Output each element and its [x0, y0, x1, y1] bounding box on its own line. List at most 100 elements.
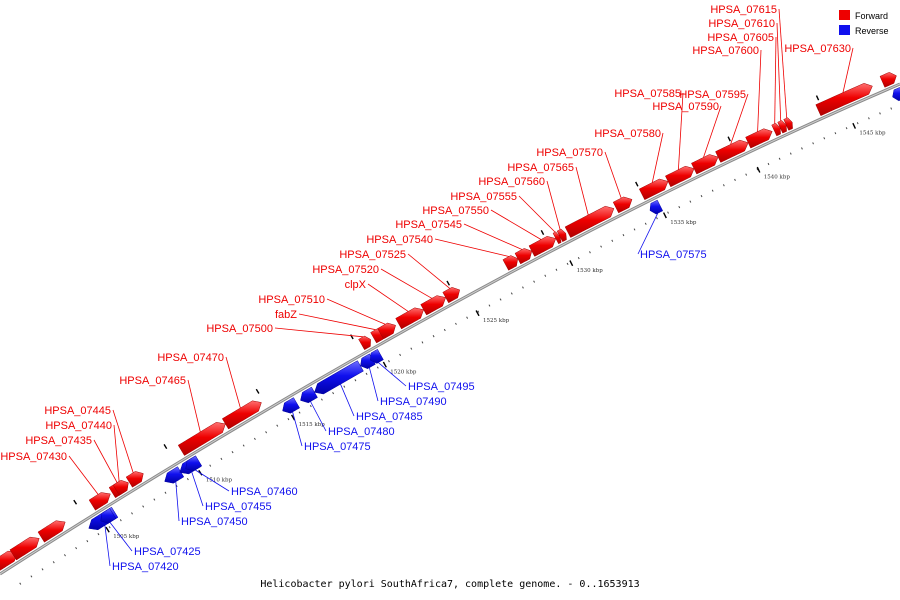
- gene-hpsa_07445[interactable]: [125, 471, 144, 488]
- gene-label-hpsa_07585: HPSA_07585: [614, 88, 681, 100]
- gene-hpsa_07465[interactable]: [177, 422, 226, 456]
- minor-tick: [823, 137, 826, 140]
- leader-hpsa_07600: [757, 49, 762, 132]
- minor-tick: [309, 404, 312, 408]
- gene-label-hpsa_07500: HPSA_07500: [206, 323, 273, 335]
- gene-hpsa_07510[interactable]: [377, 322, 396, 340]
- gene-hpsa_07500[interactable]: [358, 335, 371, 351]
- gene-hpsa_07555[interactable]: [552, 231, 562, 245]
- gene-hpsa_07545[interactable]: [514, 248, 533, 265]
- leader-hpsa_07470: [225, 356, 241, 409]
- minor-tick: [399, 353, 402, 357]
- gene-clpx[interactable]: [395, 307, 424, 330]
- gene-hpsa_07540[interactable]: [502, 255, 519, 271]
- gene-label-hpsa_07495: HPSA_07495: [408, 381, 475, 393]
- minor-tick: [231, 451, 234, 454]
- gene-hpsa_07615[interactable]: [783, 117, 793, 131]
- gene-hpsa_07570[interactable]: [612, 196, 633, 214]
- gene-hpsa_07550[interactable]: [528, 236, 557, 257]
- gene-hpsa_07450[interactable]: [164, 466, 185, 484]
- minor-tick: [466, 316, 469, 319]
- minor-tick: [220, 457, 223, 460]
- minor-tick: [209, 464, 212, 467]
- minor-tick: [108, 526, 111, 529]
- gene-hpsa_07565[interactable]: [564, 205, 615, 238]
- leader-hpsa_07510: [326, 298, 386, 325]
- minor-tick: [868, 117, 870, 120]
- gene-label-hpsa_07425: HPSA_07425: [134, 546, 201, 558]
- gene-hpsa_07630[interactable]: [815, 83, 873, 117]
- gene-hpsa_07460[interactable]: [185, 455, 203, 472]
- major-tick: [290, 414, 296, 421]
- gene-edge-3[interactable]: [879, 72, 897, 88]
- gene-hpsa_07610[interactable]: [777, 120, 787, 134]
- gene-hpsa_07490[interactable]: [360, 353, 376, 369]
- gene-hpsa_07600[interactable]: [745, 128, 773, 149]
- tick-label: 1520 kbp: [390, 369, 417, 375]
- major-tick: [382, 361, 387, 368]
- leader-hpsa_07615: [778, 8, 788, 119]
- gene-hpsa_07525[interactable]: [442, 287, 460, 304]
- gene-label-hpsa_07550: HPSA_07550: [422, 205, 489, 217]
- gene-hpsa_07430[interactable]: [88, 492, 111, 511]
- gene-hpsa_07605[interactable]: [771, 122, 781, 137]
- scale-ticks: 1505 kbp 1510 kbp 1515 kbp 1520 kbp 1525 kbp…: [73, 95, 886, 540]
- minor-tick: [119, 519, 122, 522]
- minor-tick: [298, 411, 301, 414]
- tick-label: 1535 kbp: [670, 220, 697, 226]
- gene-hpsa_07520[interactable]: [420, 295, 447, 316]
- leader-hpsa_07425: [109, 522, 133, 552]
- gene-hpsa_07575[interactable]: [649, 199, 664, 215]
- gene-hpsa_07585[interactable]: [665, 165, 695, 188]
- gene-hpsa_07425[interactable]: [100, 508, 117, 524]
- gene-hpsa_07560[interactable]: [556, 228, 567, 243]
- gene-label-hpsa_07460: HPSA_07460: [231, 486, 298, 498]
- gene-label-hpsa_07435: HPSA_07435: [25, 435, 92, 447]
- gene-label-hpsa_07420: HPSA_07420: [112, 561, 179, 573]
- minor-tick: [265, 431, 268, 434]
- leader-hpsa_07560: [546, 180, 561, 230]
- leader-hpsa_07585: [678, 92, 684, 170]
- gene-hpsa_07595[interactable]: [715, 139, 749, 163]
- minor-tick: [879, 112, 881, 115]
- gene-hpsa_07480[interactable]: [300, 386, 318, 404]
- major-tick: [569, 260, 574, 267]
- legend-reverse-swatch: [839, 25, 850, 35]
- minor-tick: [656, 217, 658, 220]
- leader-hpsa_07430: [68, 455, 99, 495]
- gene-label-hpsa_07555: HPSA_07555: [450, 191, 517, 203]
- minor-tick: [711, 189, 714, 192]
- gene-label-hpsa_07610: HPSA_07610: [708, 18, 775, 30]
- gene-label-hpsa_07605: HPSA_07605: [707, 32, 774, 44]
- minor-tick: [510, 292, 513, 295]
- leader-hpsa_07440: [113, 424, 120, 482]
- gene-edge-2[interactable]: [37, 520, 66, 543]
- minor-tick: [678, 205, 681, 209]
- minor-tick: [856, 122, 859, 125]
- minor-tick: [734, 178, 736, 182]
- leader-hpsa_07545: [463, 223, 523, 250]
- gene-hpsa_07495[interactable]: [370, 348, 384, 364]
- leader-hpsa_07605: [774, 36, 777, 124]
- tick-label: 1515 kbp: [299, 422, 326, 428]
- minor-tick: [499, 298, 502, 301]
- minor-tick: [443, 328, 446, 332]
- minor-tick: [533, 280, 536, 283]
- gene-hpsa_07590[interactable]: [691, 154, 719, 175]
- gene-hpsa_07580[interactable]: [638, 178, 669, 201]
- minor-tick: [890, 107, 893, 110]
- minor-tick: [131, 512, 133, 515]
- leader-hpsa_07480: [310, 401, 327, 432]
- gene-label-hpsa_07595: HPSA_07595: [679, 89, 746, 101]
- minor-tick: [52, 561, 55, 564]
- gene-hpsa_07485[interactable]: [314, 360, 364, 395]
- upper-tick: [727, 136, 731, 142]
- gene-edge-4[interactable]: [892, 87, 900, 102]
- gene-hpsa_07475[interactable]: [282, 397, 300, 414]
- gene-hpsa_07470[interactable]: [221, 400, 262, 430]
- gene-edge-1[interactable]: [9, 536, 40, 561]
- gene-hpsa_07440[interactable]: [112, 479, 129, 496]
- legend-forward-label: Forward: [855, 11, 888, 21]
- leader-fabz: [298, 313, 376, 331]
- minor-tick: [164, 491, 167, 494]
